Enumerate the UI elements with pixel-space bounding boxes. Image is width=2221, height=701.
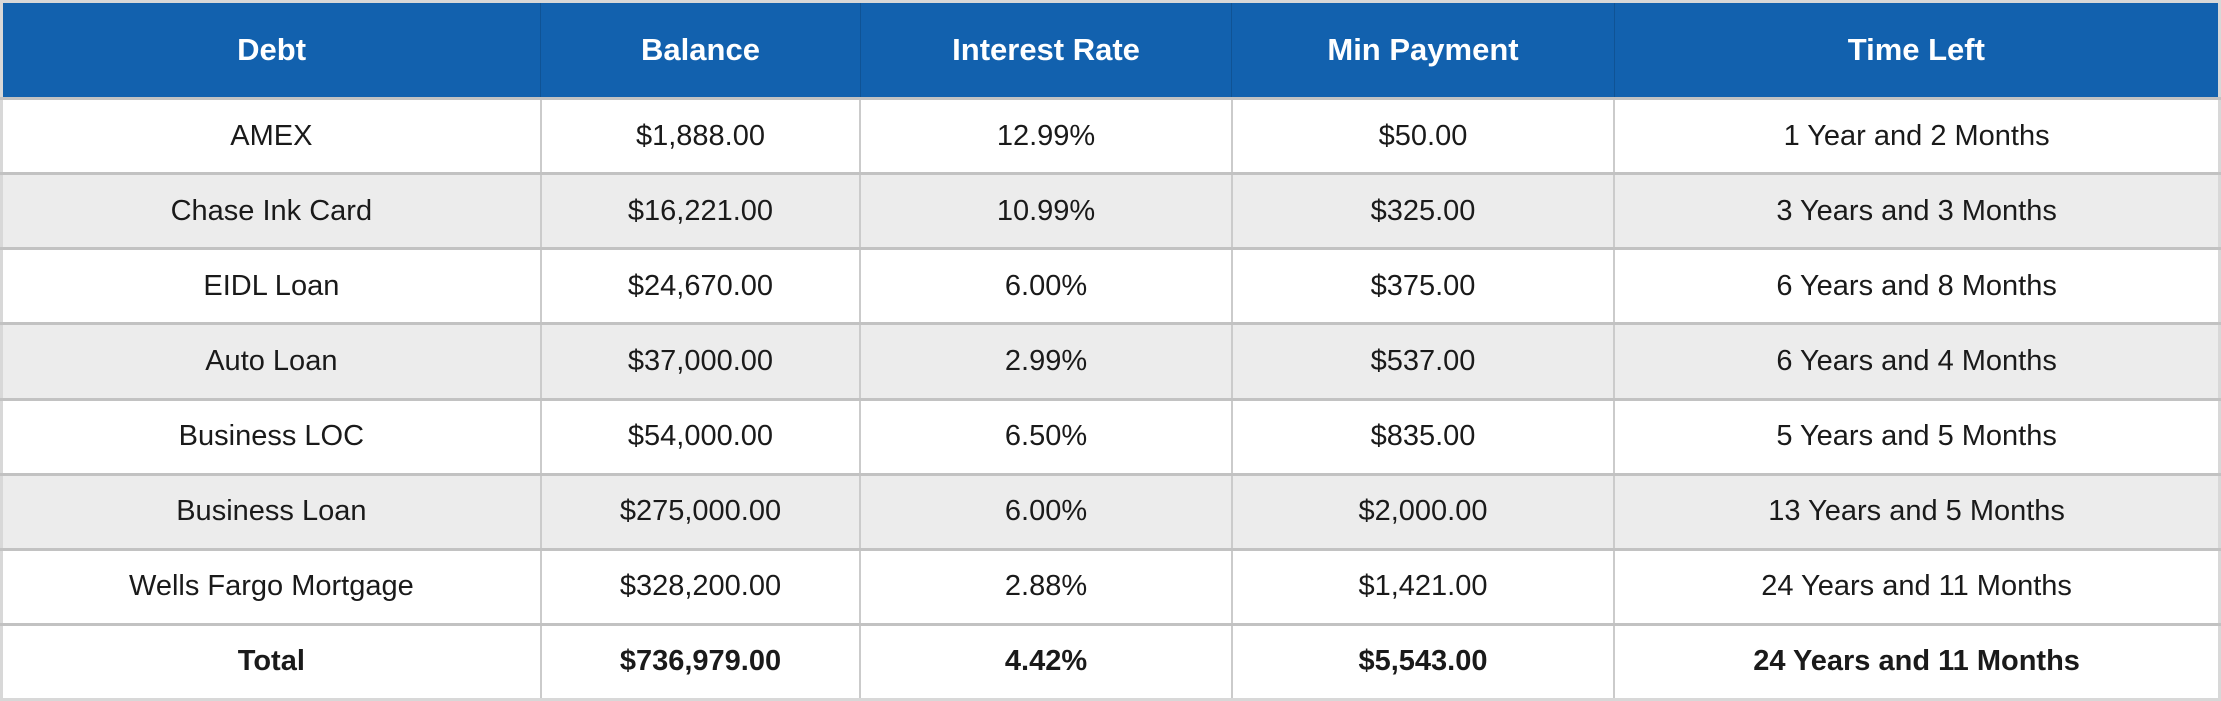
cell-interest-rate: 2.99% <box>859 322 1233 401</box>
cell-min-payment: $1,421.00 <box>1230 547 1616 626</box>
column-header-interest-rate: Interest Rate <box>859 1 1232 100</box>
cell-time-left: 13 Years and 5 Months <box>1613 472 2221 551</box>
cell-balance: $275,000.00 <box>539 472 862 551</box>
table-row: Chase Ink Card $16,221.00 10.99% $325.00 3 Y… <box>0 172 2221 250</box>
column-header-debt: Debt <box>1 1 541 100</box>
cell-debt: AMEX <box>0 96 542 175</box>
cell-min-payment: $5,543.00 <box>1230 622 1616 701</box>
cell-min-payment: $835.00 <box>1230 397 1616 476</box>
cell-balance: $54,000.00 <box>539 397 862 476</box>
header-row: Debt Balance Interest Rate Min Payment T… <box>1 1 2220 100</box>
table-row: Business Loan $275,000.00 6.00% $2,000.00 13… <box>0 472 2221 551</box>
column-header-time-left: Time Left <box>1613 1 2220 100</box>
total-row: Total $736,979.00 4.42% $5,543.00 24 Years a… <box>0 622 2221 701</box>
cell-interest-rate: 4.42% <box>859 622 1233 701</box>
cell-debt: Business Loan <box>0 472 542 551</box>
cell-time-left: 5 Years and 5 Months <box>1613 397 2221 476</box>
cell-debt: Wells Fargo Mortgage <box>0 547 542 626</box>
cell-time-left: 6 Years and 4 Months <box>1613 322 2221 401</box>
cell-time-left: 6 Years and 8 Months <box>1613 247 2221 325</box>
cell-time-left: 3 Years and 3 Months <box>1613 172 2221 250</box>
cell-debt: Business LOC <box>0 397 542 476</box>
cell-min-payment: $537.00 <box>1230 322 1616 401</box>
table-row: Wells Fargo Mortgage $328,200.00 2.88% $1,4… <box>0 547 2221 626</box>
cell-balance: $16,221.00 <box>539 172 862 250</box>
cell-interest-rate: 6.50% <box>859 397 1233 476</box>
cell-balance: $736,979.00 <box>539 622 862 701</box>
table-row: Business LOC $54,000.00 6.50% $835.00 5 Year… <box>0 397 2221 476</box>
cell-time-left: 1 Year and 2 Months <box>1613 96 2221 175</box>
column-header-min-payment: Min Payment <box>1231 1 1615 100</box>
table-header: Debt Balance Interest Rate Min Payment T… <box>1 1 2220 100</box>
table-row: AMEX $1,888.00 12.99% $50.00 1 Year and 2 Mo… <box>0 96 2221 175</box>
table-body: AMEX $1,888.00 12.99% $50.00 1 Year and 2 Mo… <box>0 96 2221 701</box>
cell-balance: $24,670.00 <box>539 247 862 325</box>
cell-debt: Total <box>0 622 542 701</box>
cell-interest-rate: 6.00% <box>859 472 1233 551</box>
cell-time-left: 24 Years and 11 Months <box>1613 622 2221 701</box>
cell-interest-rate: 6.00% <box>859 247 1233 325</box>
cell-min-payment: $325.00 <box>1230 172 1616 250</box>
cell-debt: Chase Ink Card <box>0 172 542 250</box>
cell-balance: $37,000.00 <box>539 322 862 401</box>
cell-debt: Auto Loan <box>0 322 542 401</box>
cell-time-left: 24 Years and 11 Months <box>1613 547 2221 626</box>
cell-min-payment: $375.00 <box>1230 247 1616 325</box>
column-header-balance: Balance <box>540 1 861 100</box>
cell-balance: $1,888.00 <box>539 96 862 175</box>
cell-min-payment: $2,000.00 <box>1230 472 1616 551</box>
cell-balance: $328,200.00 <box>539 547 862 626</box>
cell-interest-rate: 10.99% <box>859 172 1233 250</box>
cell-interest-rate: 12.99% <box>859 96 1233 175</box>
cell-min-payment: $50.00 <box>1230 96 1616 175</box>
cell-interest-rate: 2.88% <box>859 547 1233 626</box>
cell-debt: EIDL Loan <box>0 247 542 325</box>
table-row: Auto Loan $37,000.00 2.99% $537.00 6 Years a… <box>0 322 2221 401</box>
table-row: EIDL Loan $24,670.00 6.00% $375.00 6 Years a… <box>0 247 2221 325</box>
